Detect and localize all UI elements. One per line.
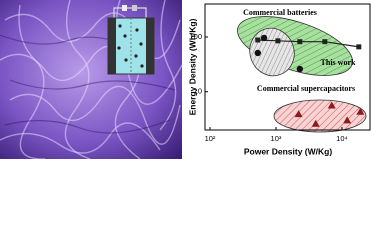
ragone-plot: Energy Density (Wh/Kg) Power Density (W/… — [187, 3, 371, 156]
square-marker — [356, 44, 362, 50]
triangle-marker — [311, 119, 320, 127]
y-axis-label: Energy Density (Wh/Kg) — [187, 18, 197, 115]
circle-marker — [260, 34, 268, 42]
supercapacitors-label: Commercial supercapacitors — [257, 84, 355, 93]
supercapacitors-region — [273, 99, 367, 133]
square-marker — [322, 39, 328, 45]
y-tick-label: 100 — [189, 32, 202, 41]
square-marker — [255, 37, 261, 43]
batteries-label: Commercial batteries — [243, 8, 317, 17]
triangle-marker — [327, 101, 336, 109]
battery-inset — [107, 5, 155, 75]
square-marker — [275, 38, 281, 44]
sem-image — [0, 0, 183, 159]
y-tick-label: 10 — [194, 87, 202, 96]
circle-marker — [296, 65, 304, 73]
triangle-marker — [343, 116, 352, 124]
x-tick-label: 10³ — [271, 134, 282, 143]
this-work-label: This work — [321, 58, 356, 67]
plot-frame — [204, 3, 371, 131]
triangle-marker — [294, 110, 303, 118]
triangle-marker — [356, 107, 365, 115]
graphical-abstract: Energy Density (Wh/Kg) Power Density (W/… — [0, 0, 371, 159]
x-axis-label: Power Density (W/Kg) — [244, 146, 332, 156]
circle-marker — [254, 49, 261, 57]
x-tick-label: 10⁴ — [336, 134, 348, 143]
x-tick-label: 10² — [205, 134, 216, 143]
square-marker — [297, 39, 303, 45]
